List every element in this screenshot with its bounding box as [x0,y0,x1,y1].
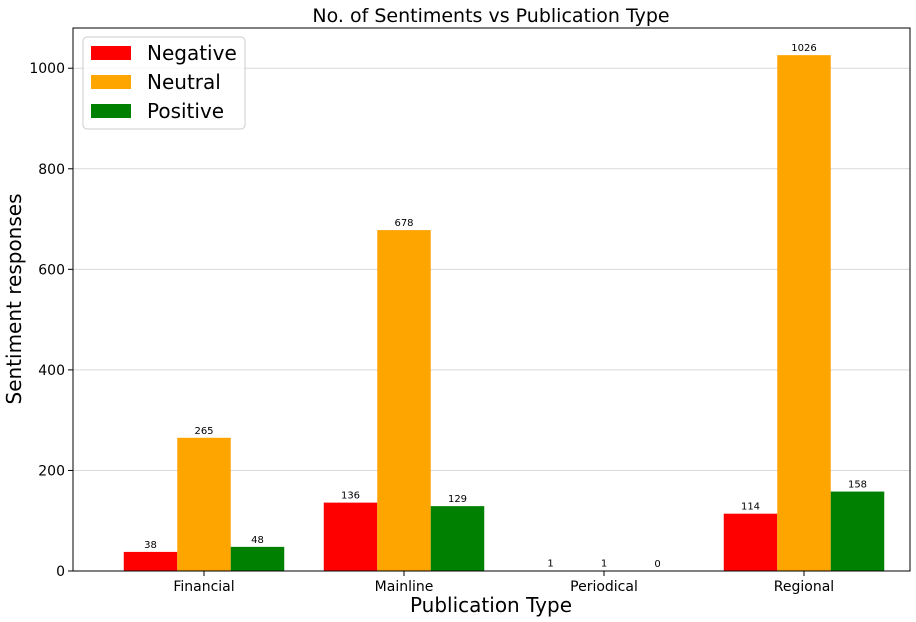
legend-label-negative: Negative [147,41,237,65]
x-axis-ticks: Financial Mainline Periodical Regional [173,571,834,595]
y-tick-label-600: 600 [38,262,65,278]
legend-swatch-negative [91,46,131,60]
bar-neutral-regional [777,55,831,571]
x-tick-label-periodical: Periodical [570,579,638,595]
y-axis-ticks: 0 200 400 600 800 1000 [29,61,73,580]
bar-positive-financial [230,546,285,571]
legend-label-neutral: Neutral [147,70,221,94]
x-axis-label: Publication Type [410,593,572,617]
bar-label-negative-regional: 114 [741,502,760,513]
bar-negative-regional [723,513,778,571]
y-tick-label-1000: 1000 [29,61,65,77]
bar-neutral-financial [177,437,231,571]
bar-positive-regional [830,491,885,571]
bar-negative-mainline [323,502,378,571]
y-axis-label: Sentiment responses [2,194,26,405]
y-tick-label-800: 800 [38,162,65,178]
bar-label-negative-financial: 38 [144,540,157,551]
bar-label-positive-financial: 48 [251,535,264,546]
bar-label-positive-regional: 158 [848,480,867,491]
plot-frame [72,27,911,572]
chart-title: No. of Sentiments vs Publication Type [312,5,669,27]
y-tick-label-200: 200 [38,463,65,479]
bar-positive-mainline [430,506,485,571]
legend-swatch-positive [91,104,131,118]
bar-label-negative-periodical: 1 [547,558,553,569]
bar-label-neutral-periodical: 1 [601,558,607,569]
bar-label-neutral-mainline: 678 [394,218,413,229]
bar-label-negative-mainline: 136 [341,491,360,502]
bar-value-labels: 38 265 48 136 678 129 1 1 0 114 1026 158 [144,43,867,570]
x-tick-label-mainline: Mainline [375,579,434,595]
bars [123,55,885,571]
bar-negative-financial [123,551,178,571]
bar-label-positive-periodical: 0 [654,559,660,570]
y-tick-label-400: 400 [38,363,65,379]
bar-label-neutral-financial: 265 [194,426,213,437]
legend-swatch-neutral [91,75,131,89]
x-tick-label-regional: Regional [774,579,834,595]
bar-neutral-mainline [377,230,431,571]
bar-label-positive-mainline: 129 [448,494,467,505]
legend-label-positive: Positive [147,99,224,123]
bar-label-neutral-regional: 1026 [791,43,816,54]
legend: Negative Neutral Positive [82,36,246,130]
x-tick-label-financial: Financial [173,579,234,595]
y-tick-label-0: 0 [56,564,65,580]
